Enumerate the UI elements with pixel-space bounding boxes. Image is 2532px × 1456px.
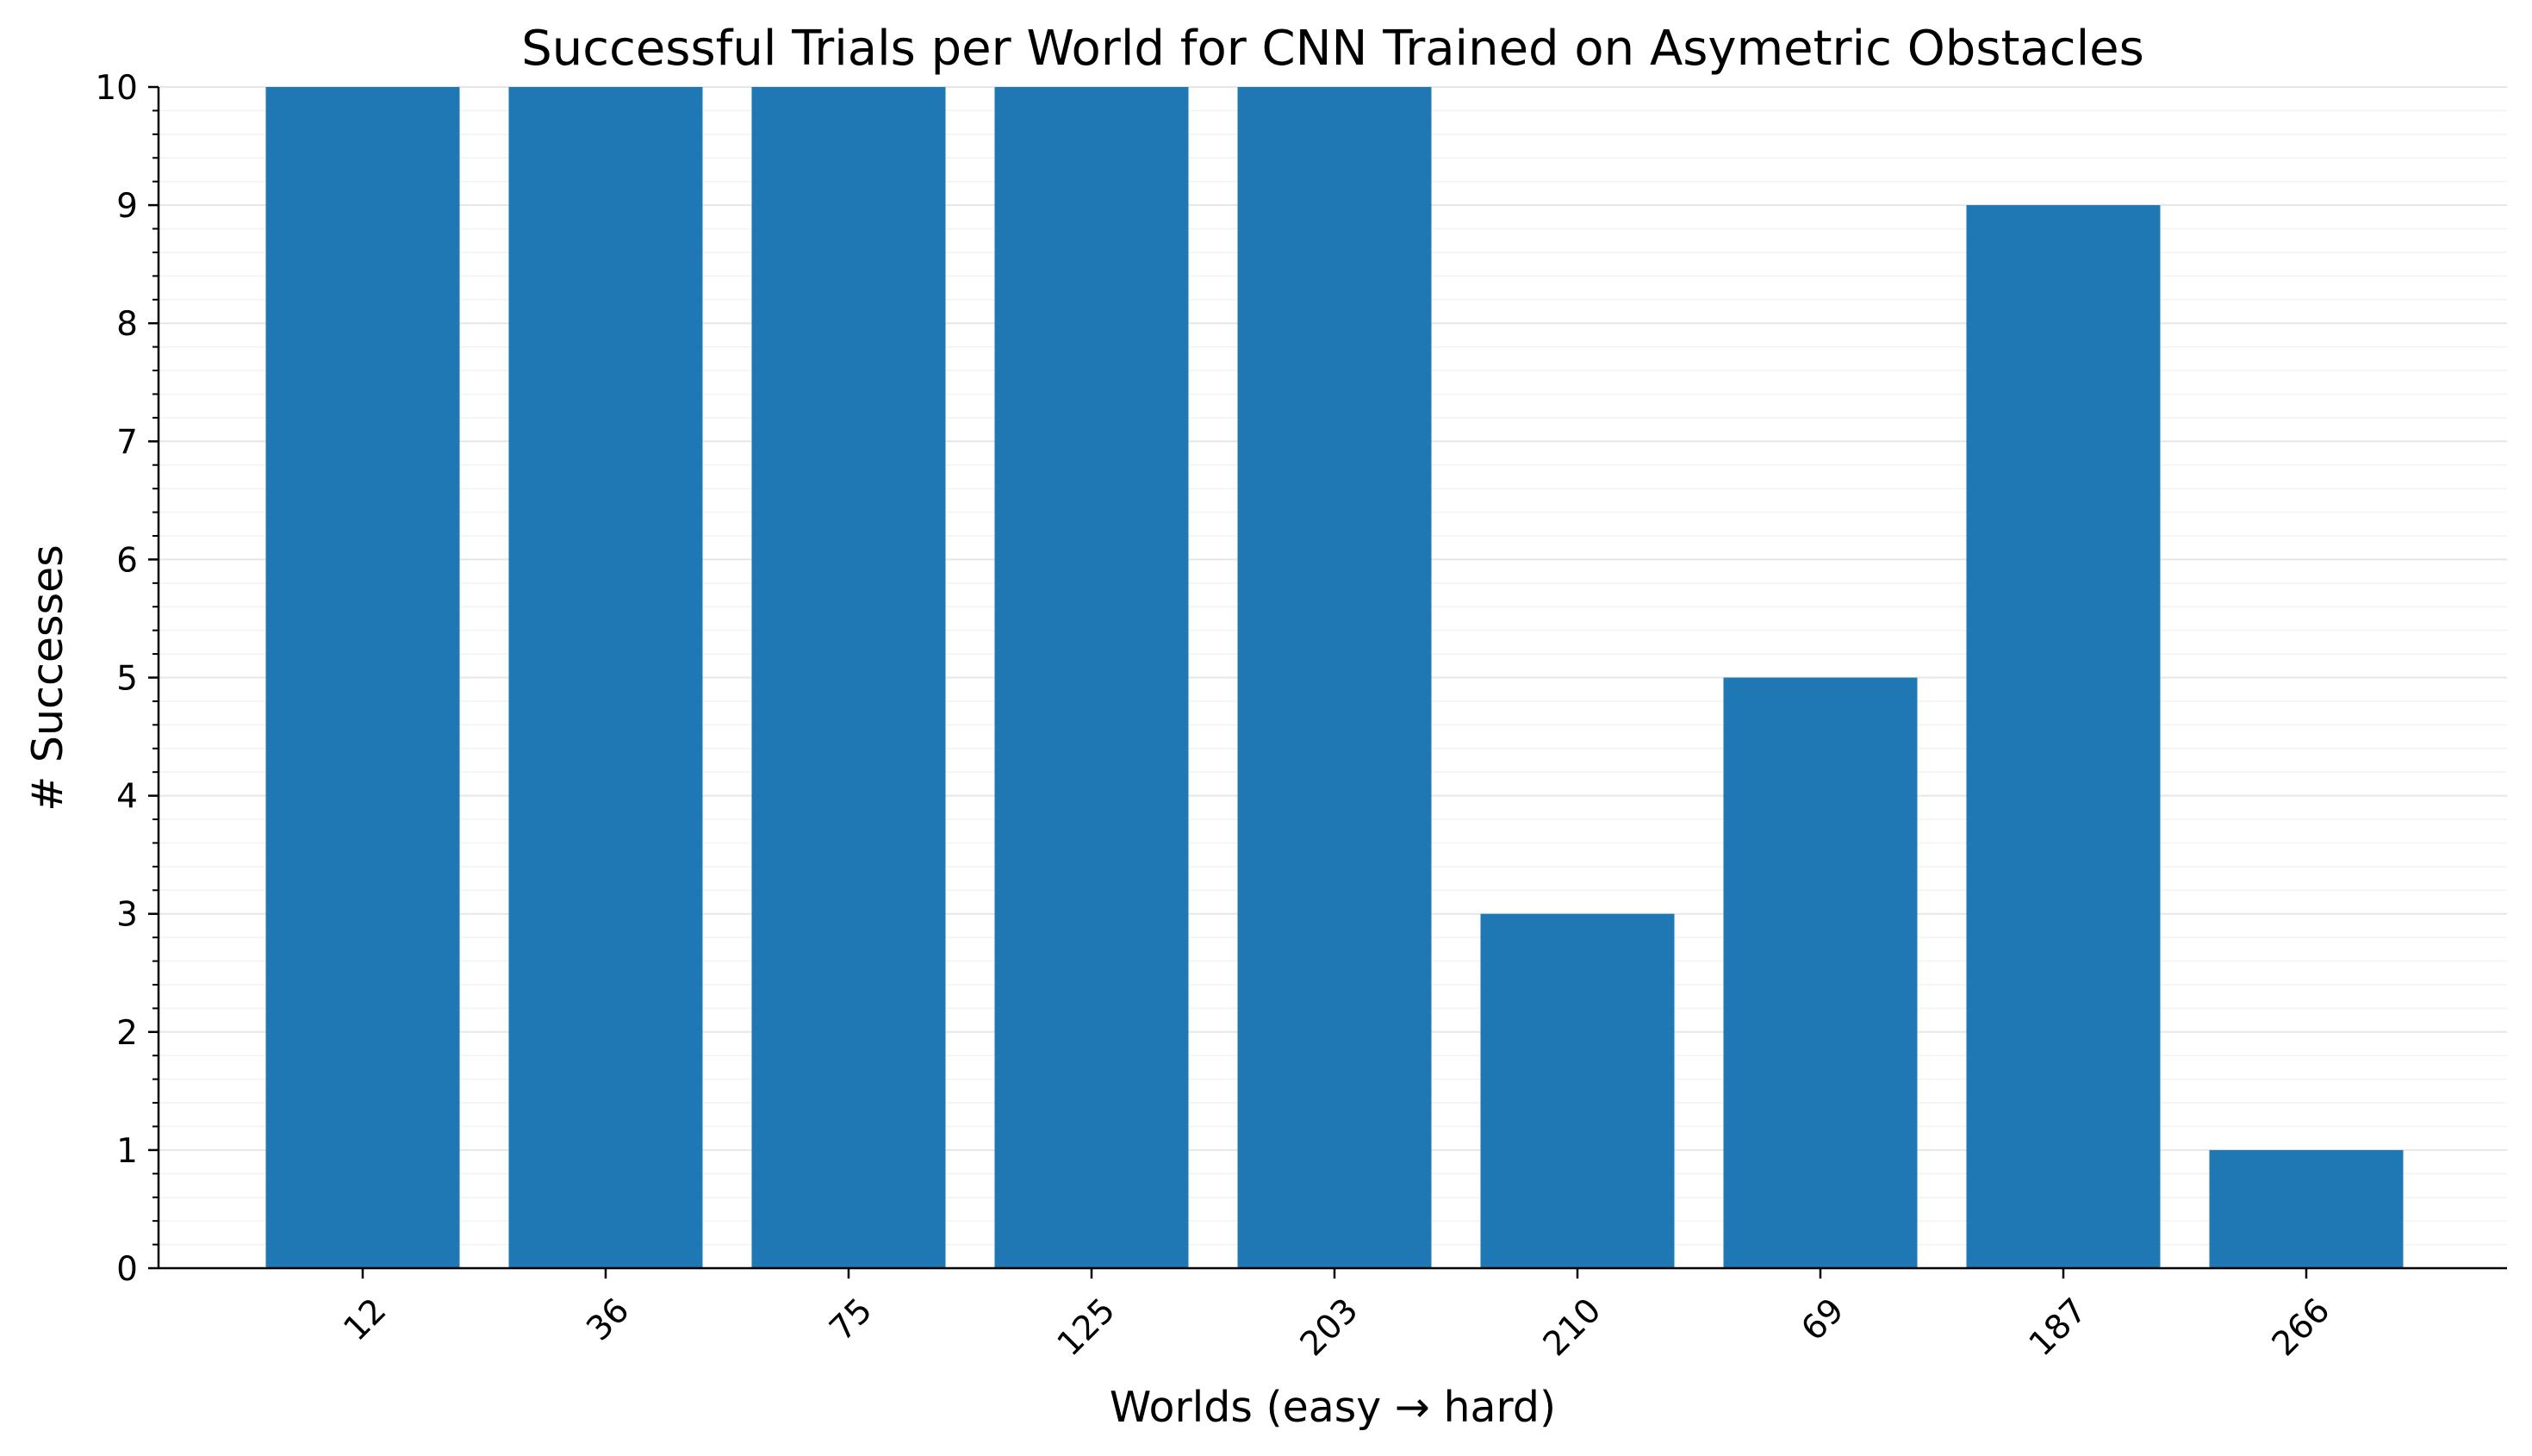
- y-tick-label: 8: [116, 305, 138, 344]
- y-tick-label: 5: [116, 660, 138, 699]
- x-tick-label: 210: [1536, 1291, 1608, 1364]
- bar-36: [508, 87, 703, 1268]
- y-tick-label: 6: [116, 541, 138, 580]
- bars-layer: [265, 87, 2404, 1269]
- bar-12: [265, 87, 460, 1268]
- y-tick-label: 7: [116, 423, 138, 462]
- x-tick-label: 125: [1050, 1291, 1123, 1364]
- y-tick-label: 10: [95, 69, 138, 108]
- x-tick-label: 36: [579, 1291, 637, 1349]
- x-tick-label: 203: [1293, 1291, 1366, 1364]
- x-tick-label: 75: [822, 1291, 880, 1349]
- y-tick-label: 0: [116, 1250, 138, 1289]
- bar-266: [2209, 1149, 2404, 1268]
- x-axis-label: Worlds (easy → hard): [1110, 1383, 1556, 1432]
- x-tick-label: 69: [1794, 1291, 1851, 1349]
- y-tick-label: 2: [116, 1014, 138, 1053]
- bar-75: [751, 87, 946, 1268]
- bar-69: [1723, 677, 1918, 1268]
- bar-187: [1966, 205, 2161, 1269]
- y-tick-label: 4: [116, 778, 138, 817]
- y-tick-label: 3: [116, 896, 138, 935]
- bar-210: [1480, 913, 1675, 1268]
- bar-203: [1237, 87, 1432, 1268]
- bar-125: [994, 87, 1189, 1268]
- x-tick-label: 266: [2265, 1291, 2337, 1364]
- y-axis-label: # Successes: [23, 544, 72, 812]
- x-tick-label: 12: [336, 1291, 394, 1349]
- chart-title: Successful Trials per World for CNN Trai…: [521, 21, 2144, 77]
- y-tick-label: 1: [116, 1132, 138, 1171]
- y-tick-label: 9: [116, 187, 138, 226]
- x-tick-label: 187: [2022, 1291, 2094, 1364]
